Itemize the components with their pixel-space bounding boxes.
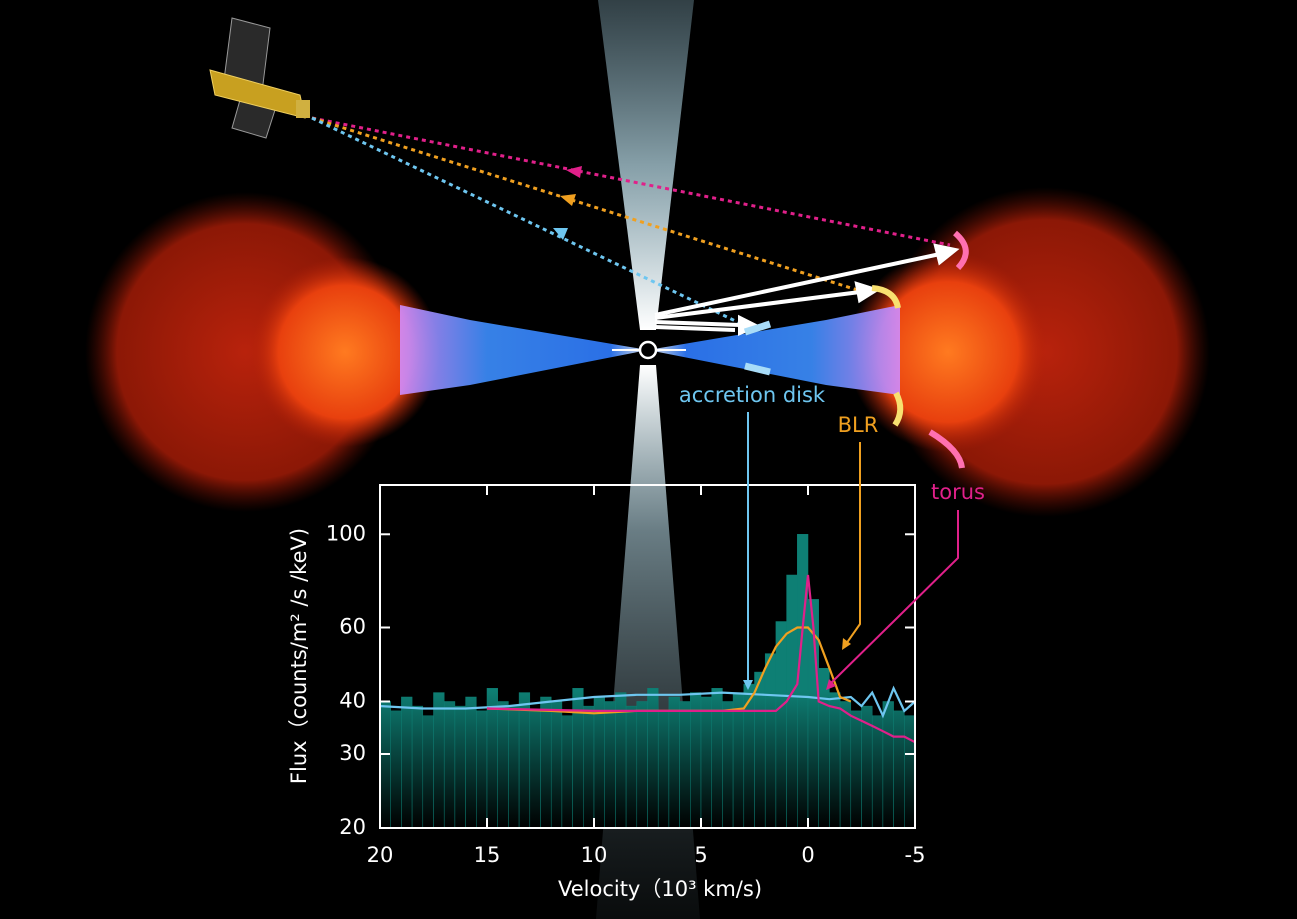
annotation: BLR: [838, 413, 879, 437]
x-tick-label: 20: [367, 843, 394, 867]
histogram-bar: [850, 710, 862, 829]
arrowhead: [560, 194, 576, 206]
sight-line: [311, 116, 871, 296]
histogram-bar: [647, 688, 659, 829]
x-tick-label: -5: [905, 843, 926, 867]
histogram-bar: [764, 653, 777, 829]
histogram-bar: [625, 705, 638, 829]
x-tick-label: 5: [694, 843, 707, 867]
histogram-bar: [700, 696, 712, 829]
annotation: torus: [931, 480, 985, 504]
histogram-bar: [390, 710, 402, 829]
x-axis-label: Velocity（10³ km/s): [558, 877, 762, 901]
y-tick-label: 60: [339, 615, 366, 639]
accretion-disk: [400, 305, 648, 395]
histogram-bar: [518, 692, 531, 829]
arrowhead: [566, 166, 582, 178]
histogram-bar: [572, 688, 584, 829]
histogram-bar: [422, 715, 434, 829]
x-tick-label: 0: [801, 843, 814, 867]
histogram-bar: [871, 715, 884, 829]
y-axis-label: Flux（counts/m² /s /keV): [287, 528, 311, 784]
y-tick-label: 100: [326, 521, 366, 545]
torus-edge: [928, 429, 965, 469]
histogram-bar: [636, 701, 648, 829]
histogram-bar: [839, 701, 852, 829]
histogram-bar: [786, 574, 798, 829]
histogram-bar: [679, 701, 691, 829]
plot: 20 30 40 60 100 20 15 10 5 0 -5: [326, 484, 926, 867]
histogram-bar: [497, 701, 509, 829]
accretion-disk: [648, 305, 900, 395]
y-tick-label: 30: [339, 741, 366, 765]
x-tick-label: 15: [474, 843, 501, 867]
histogram-bar: [882, 701, 894, 829]
disk-edge: [744, 362, 771, 376]
y-tick-label: 40: [339, 689, 366, 713]
x-tick-label: 10: [581, 843, 608, 867]
histogram-bar: [690, 692, 702, 829]
histogram-bar: [529, 710, 541, 829]
histogram-bar: [893, 710, 905, 829]
histogram-bar: [433, 692, 445, 829]
histogram-bar: [604, 701, 616, 829]
disk-edge: [743, 320, 772, 336]
histogram-bar: [818, 667, 830, 829]
histogram-bar: [829, 692, 841, 829]
annotation-pointers: [743, 412, 959, 690]
histogram-bar: [722, 701, 734, 829]
histogram-bar: [561, 715, 573, 829]
jet: [598, 0, 694, 330]
histogram-bar: [904, 715, 916, 829]
histogram-bar: [465, 696, 477, 829]
model-line: [486, 574, 916, 744]
y-tick-label: 20: [339, 815, 366, 839]
histogram-bar: [550, 701, 563, 829]
artwork: [85, 0, 1210, 919]
histogram-bar: [443, 701, 456, 829]
jet: [596, 365, 700, 919]
histogram-bar: [583, 705, 595, 829]
histogram-bar: [657, 710, 670, 829]
torus-edge: [952, 230, 969, 271]
histogram-bar: [411, 705, 424, 829]
histogram-bar: [711, 688, 723, 829]
annotation: accretion disk: [679, 383, 826, 407]
histogram-bar: [401, 696, 413, 829]
histogram-bar: [775, 621, 787, 829]
histogram-bar: [593, 696, 605, 829]
blr-edge: [892, 391, 904, 427]
histogram-bar: [379, 701, 391, 829]
histogram-bar: [476, 710, 488, 829]
plot-frame: [379, 484, 916, 829]
arrowhead: [553, 228, 568, 240]
model-line: [379, 685, 916, 719]
satellite: [209, 17, 310, 139]
blr-edge: [871, 285, 901, 309]
histogram-bar: [454, 705, 466, 829]
histogram-bar: [797, 534, 809, 829]
histogram-bar: [732, 692, 745, 829]
histogram-bar: [668, 696, 680, 829]
sight-line: [311, 116, 751, 330]
black-hole: [638, 340, 658, 360]
histogram-bar: [540, 696, 552, 829]
blr-blob: [250, 257, 440, 447]
histogram-bar: [508, 705, 520, 829]
